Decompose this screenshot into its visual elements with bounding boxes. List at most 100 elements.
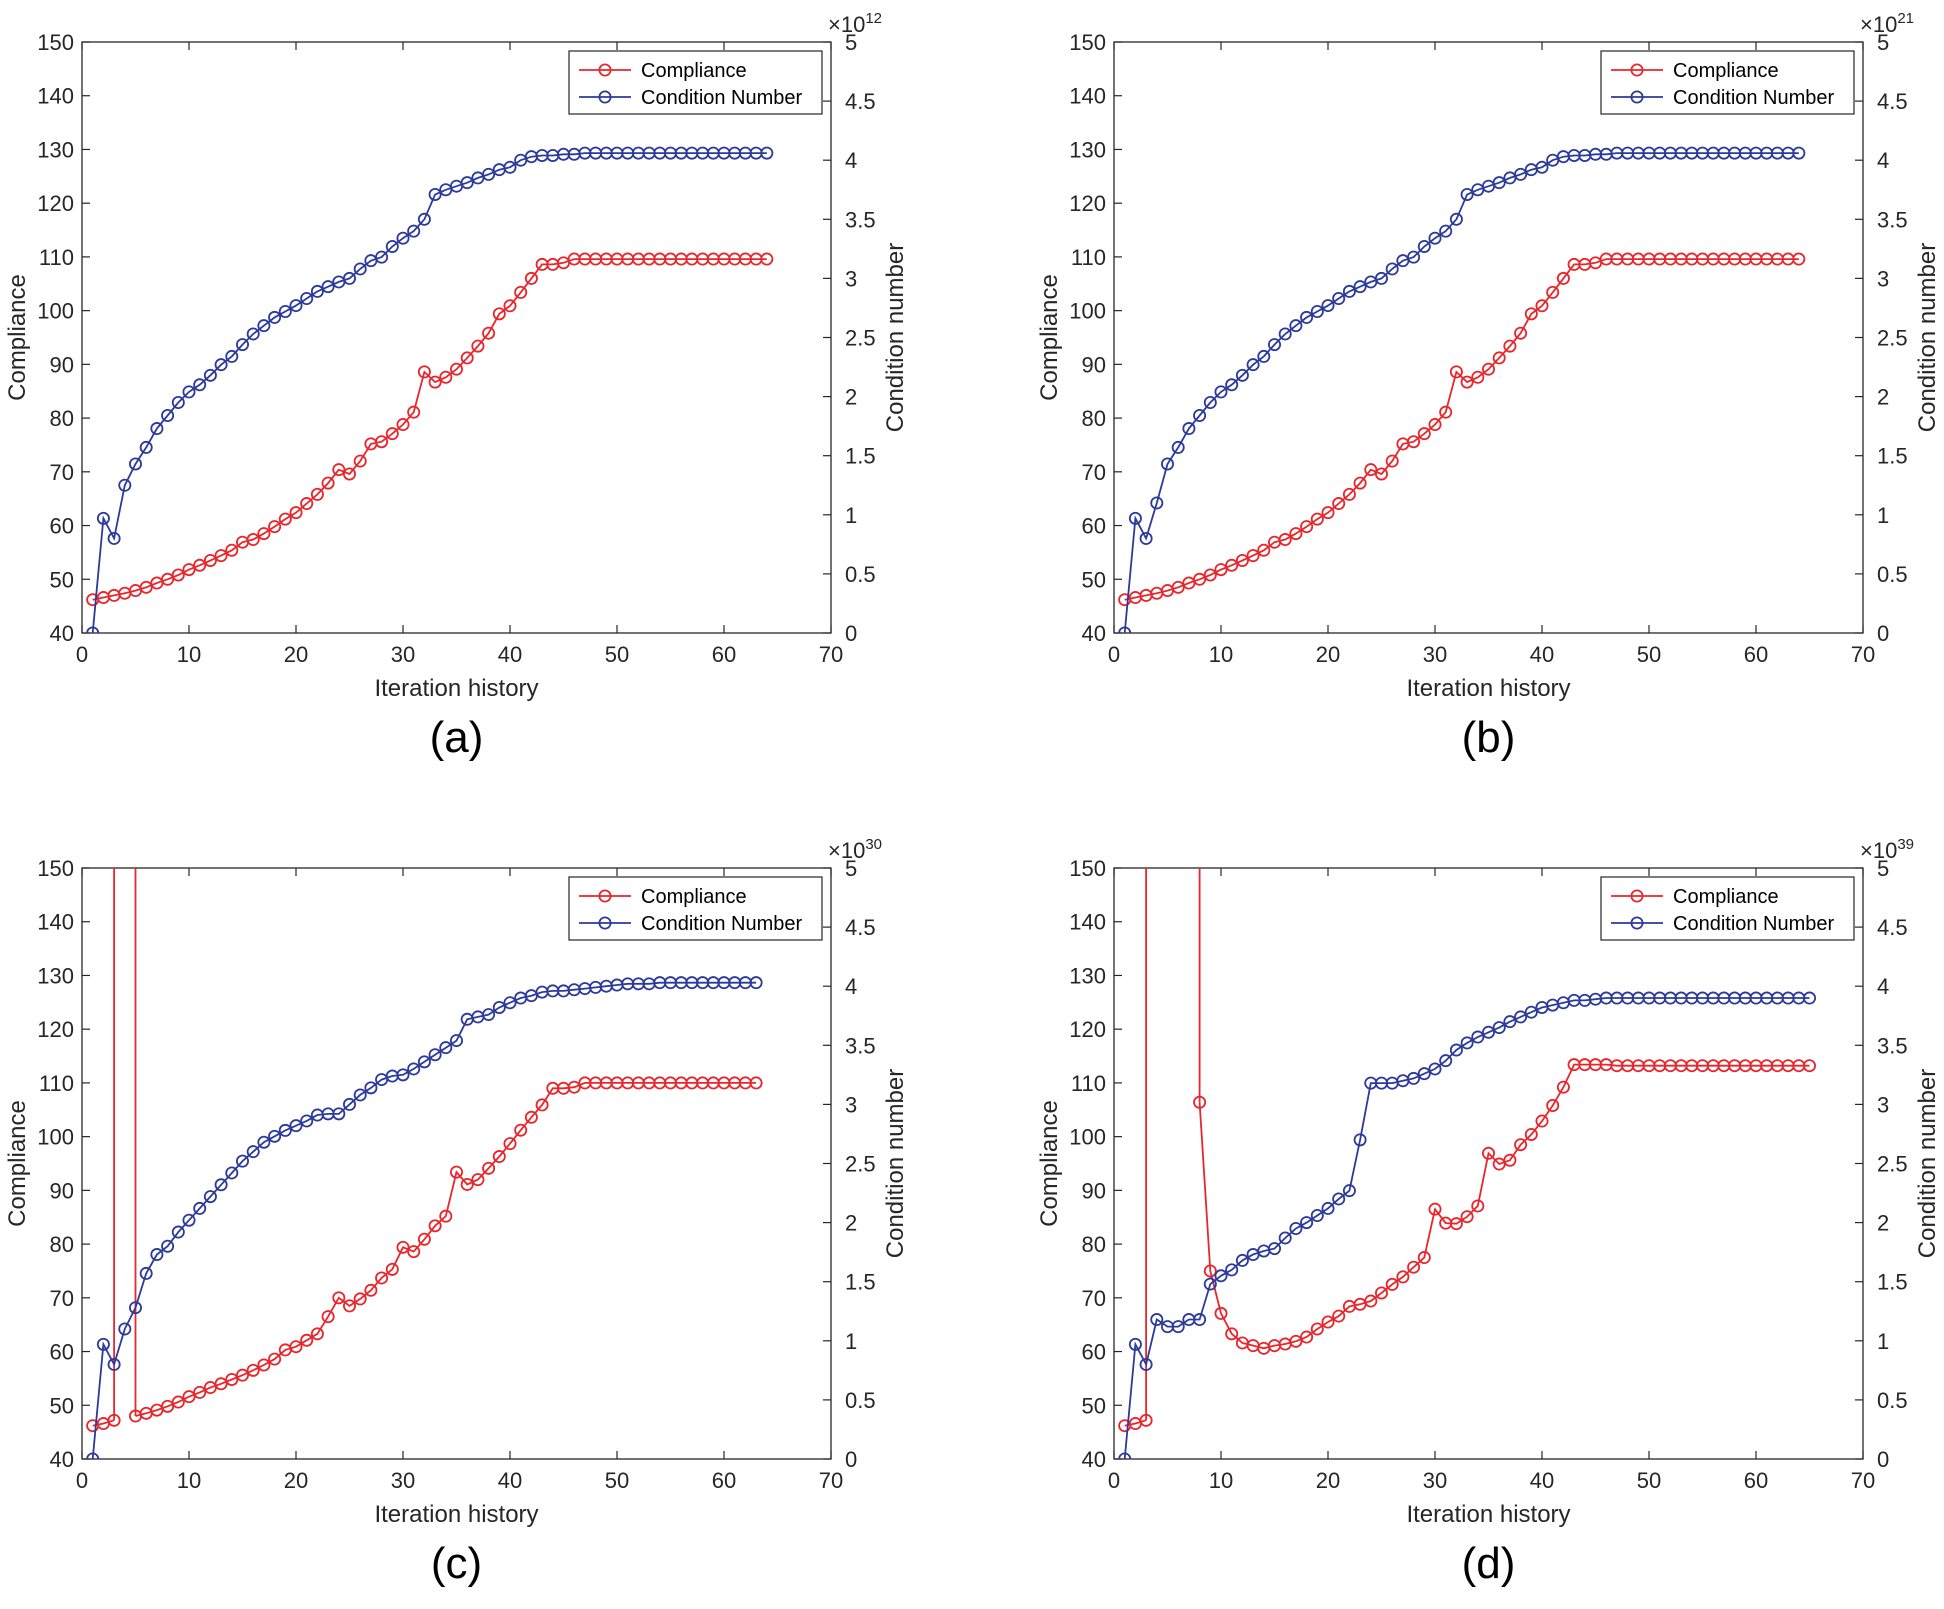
y2-tick-label: 4 [845, 974, 857, 999]
point-compliance [428, 1219, 442, 1233]
plot-area [81, 41, 832, 634]
point-compliance [193, 1385, 207, 1399]
point-compliance [1289, 527, 1303, 541]
point-condition-number [407, 1062, 421, 1076]
y-tick-label: 140 [1069, 84, 1106, 109]
point-condition-number [1460, 187, 1474, 201]
point-condition-number [1139, 531, 1153, 545]
point-compliance [417, 365, 431, 379]
point-condition-number [760, 146, 774, 160]
legend: Compliance Condition Number [1600, 50, 1855, 115]
y2-tick-label: 1.5 [1877, 444, 1908, 469]
y-tick-label: 140 [1069, 910, 1106, 935]
point-compliance [1503, 1153, 1517, 1167]
point-compliance [1171, 580, 1185, 594]
point-condition-number [1150, 496, 1164, 510]
point-compliance [514, 285, 528, 299]
point-condition-number [1278, 1231, 1292, 1245]
point-condition-number [161, 409, 175, 423]
point-condition-number [1289, 319, 1303, 333]
point-compliance [1310, 512, 1324, 526]
point-condition-number [482, 167, 496, 181]
point-condition-number [171, 1225, 185, 1239]
point-condition-number [1803, 991, 1817, 1005]
point-condition-number [1214, 1269, 1228, 1283]
x-tick-label: 50 [1637, 1468, 1661, 1493]
point-condition-number [128, 1301, 142, 1315]
legend-marker [598, 90, 612, 104]
point-compliance [1364, 1294, 1378, 1308]
x-tick-label: 60 [1744, 642, 1768, 667]
panel-caption: (c) [431, 1539, 482, 1588]
point-compliance [1300, 520, 1314, 534]
x-tick-label: 10 [177, 642, 201, 667]
y2-tick-label: 1.5 [845, 1270, 876, 1295]
point-compliance [1321, 1315, 1335, 1329]
series-group [1118, 868, 1817, 1459]
y2-tick-label: 0.5 [845, 1388, 876, 1413]
x-tick-label: 30 [1423, 1468, 1447, 1493]
point-compliance [364, 1283, 378, 1297]
point-condition-number [1460, 1036, 1474, 1050]
point-condition-number [161, 1239, 175, 1253]
point-compliance [1535, 299, 1549, 313]
point-condition-number [278, 1123, 292, 1137]
point-condition-number [449, 1034, 463, 1048]
point-compliance [1203, 1264, 1217, 1278]
point-condition-number [1278, 327, 1292, 341]
x-tick-label: 30 [391, 1468, 415, 1493]
point-condition-number [1235, 1253, 1249, 1267]
y-tick-label: 120 [37, 191, 74, 216]
point-condition-number [396, 231, 410, 245]
point-condition-number [1492, 1021, 1506, 1035]
y2-tick-label: 4 [845, 148, 857, 173]
y-tick-label: 70 [50, 460, 74, 485]
point-compliance [342, 467, 356, 481]
x-tick-label: 20 [284, 1468, 308, 1493]
point-compliance [1556, 1080, 1570, 1094]
point-condition-number [1407, 250, 1421, 264]
point-compliance [1332, 497, 1346, 511]
point-compliance [1482, 1146, 1496, 1160]
y-tick-label: 90 [1082, 1178, 1106, 1203]
point-compliance [107, 1413, 121, 1427]
point-compliance [1556, 271, 1570, 285]
point-condition-number [96, 1337, 110, 1351]
y2-tick-label: 0.5 [1877, 562, 1908, 587]
point-condition-number [1118, 1452, 1132, 1459]
point-condition-number [1310, 1209, 1324, 1223]
point-condition-number [1492, 176, 1506, 190]
point-condition-number [503, 160, 517, 174]
point-compliance [1385, 454, 1399, 468]
point-compliance [182, 1390, 196, 1404]
chart-panel-1: 0 10 20 30 40 50 60 704050607080901001101201301… [1036, 10, 1941, 762]
panel-caption: (d) [1462, 1539, 1516, 1588]
legend: Compliance Condition Number [568, 50, 823, 115]
point-condition-number [235, 1154, 249, 1168]
point-condition-number [257, 1135, 271, 1149]
point-condition-number [128, 457, 142, 471]
point-compliance [1524, 307, 1538, 321]
point-condition-number [407, 224, 421, 238]
point-condition-number [182, 1213, 196, 1227]
y2-tick-label: 2.5 [845, 1152, 876, 1177]
y-tick-label: 120 [37, 1017, 74, 1042]
point-compliance [460, 1177, 474, 1191]
point-compliance [1235, 553, 1249, 567]
point-condition-number [310, 284, 324, 298]
y2-exponent-label: ×1039 [1860, 836, 1914, 863]
point-condition-number [375, 250, 389, 264]
point-condition-number [246, 1145, 260, 1159]
point-condition-number [439, 1041, 453, 1055]
series-spike-compliance [113, 868, 137, 1421]
point-compliance [1439, 405, 1453, 419]
x-tick-label: 0 [1108, 642, 1120, 667]
point-condition-number [321, 280, 335, 294]
point-condition-number [1310, 304, 1324, 318]
point-compliance [332, 463, 346, 477]
point-condition-number [139, 440, 153, 454]
point-compliance [1417, 427, 1431, 441]
point-condition-number [1203, 396, 1217, 410]
y2-axis-label: Condition number [1914, 1069, 1941, 1258]
point-compliance [1535, 1114, 1549, 1128]
